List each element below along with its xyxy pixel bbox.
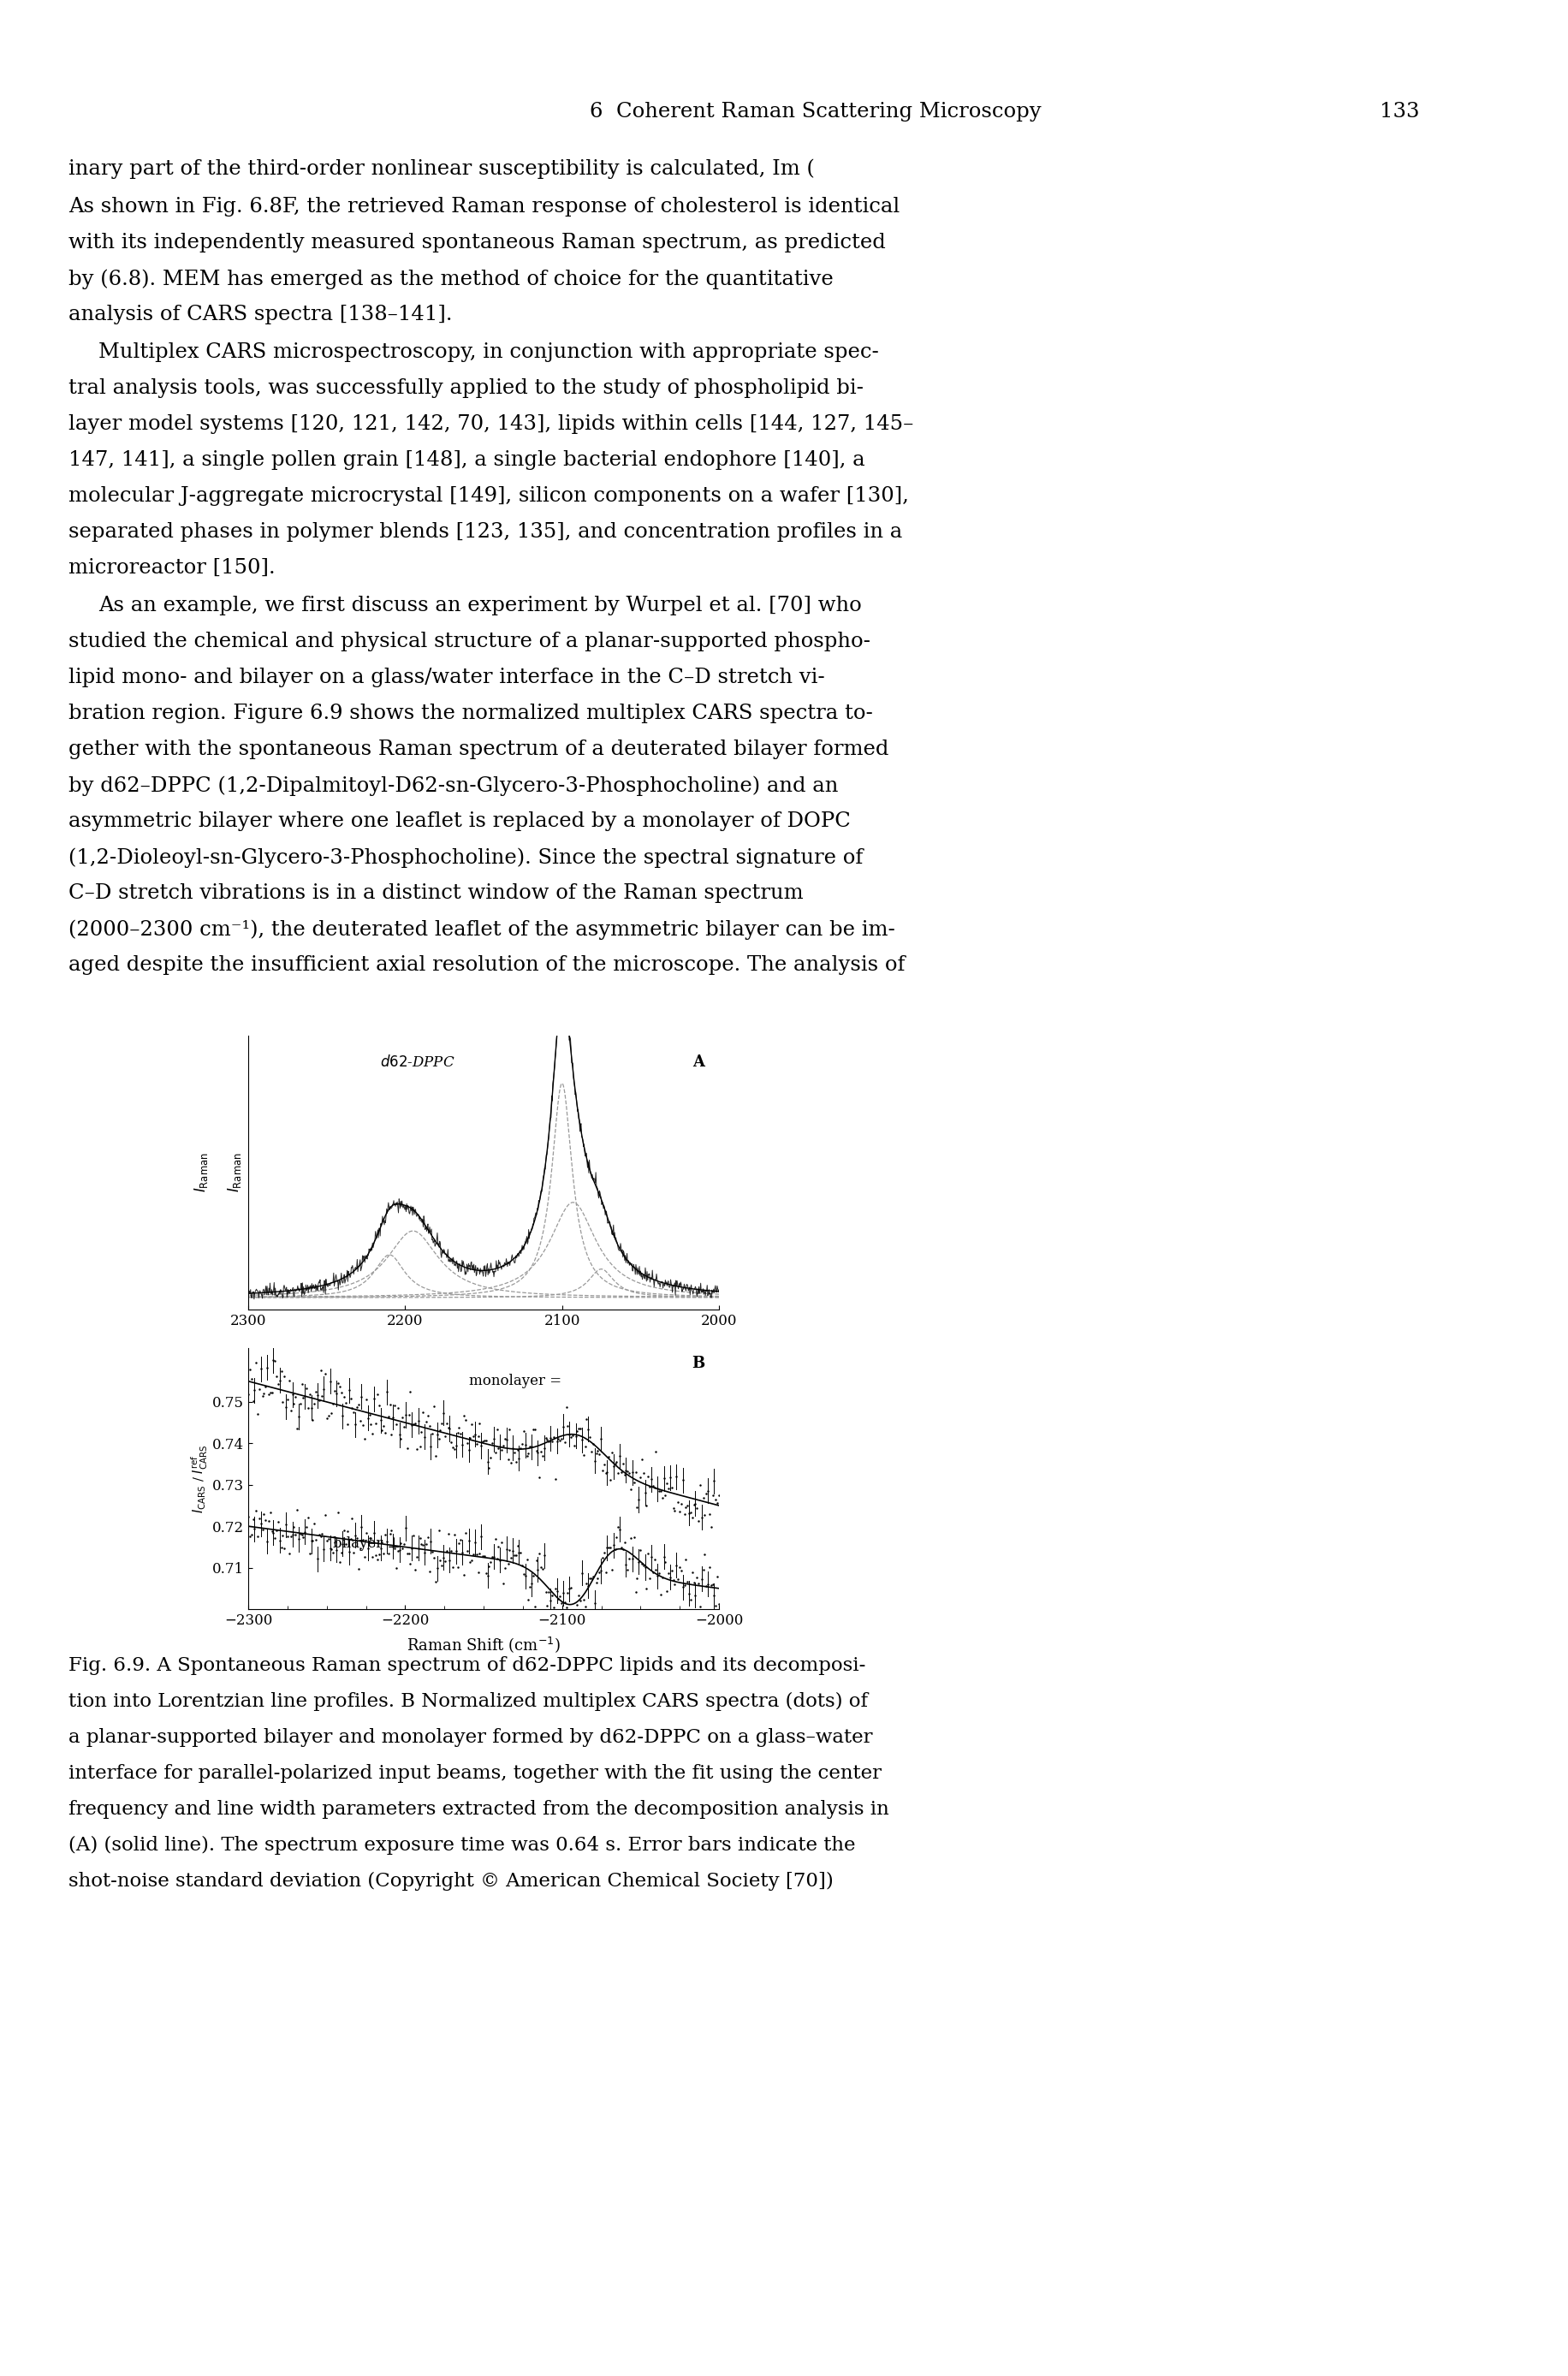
Text: by (6.8). MEM has emerged as the method of choice for the quantitative: by (6.8). MEM has emerged as the method … xyxy=(69,268,834,290)
Text: studied the chemical and physical structure of a planar-supported phospho-: studied the chemical and physical struct… xyxy=(69,632,870,651)
Text: (1,2-Dioleoyl-sn-Glycero-3-Phosphocholine). Since the spectral signature of: (1,2-Dioleoyl-sn-Glycero-3-Phosphocholin… xyxy=(69,848,862,867)
Text: microreactor [150].: microreactor [150]. xyxy=(69,558,276,577)
Text: (A) (solid line). The spectrum exposure time was 0.64 s. Error bars indicate the: (A) (solid line). The spectrum exposure … xyxy=(69,1837,856,1856)
Text: Multiplex CARS microspectroscopy, in conjunction with appropriate spec-: Multiplex CARS microspectroscopy, in con… xyxy=(99,342,880,361)
Text: $d62$-DPPC: $d62$-DPPC xyxy=(379,1055,455,1069)
Text: 147, 141], a single pollen grain [148], a single bacterial endophore [140], a: 147, 141], a single pollen grain [148], … xyxy=(69,449,866,470)
Text: B: B xyxy=(691,1357,706,1371)
Text: inary part of the third-order nonlinear susceptibility is calculated, Im (: inary part of the third-order nonlinear … xyxy=(69,159,815,178)
Text: tion into Lorentzian line profiles. B Normalized multiplex CARS spectra (dots) o: tion into Lorentzian line profiles. B No… xyxy=(69,1692,867,1711)
Y-axis label: $I_\mathrm{Raman}$: $I_\mathrm{Raman}$ xyxy=(226,1152,243,1193)
Text: separated phases in polymer blends [123, 135], and concentration profiles in a: separated phases in polymer blends [123,… xyxy=(69,523,902,542)
Text: A: A xyxy=(693,1055,706,1069)
Text: bration region. Figure 6.9 shows the normalized multiplex CARS spectra to-: bration region. Figure 6.9 shows the nor… xyxy=(69,703,873,722)
Text: C–D stretch vibrations is in a distinct window of the Raman spectrum: C–D stretch vibrations is in a distinct … xyxy=(69,884,803,903)
Text: by d62–DPPC (1,2-Dipalmitoyl-D62-sn-Glycero-3-Phosphocholine) and an: by d62–DPPC (1,2-Dipalmitoyl-D62-sn-Glyc… xyxy=(69,775,839,796)
Text: aged despite the insufficient axial resolution of the microscope. The analysis o: aged despite the insufficient axial reso… xyxy=(69,955,905,974)
Text: Fig. 6.9. A Spontaneous Raman spectrum of d62-DPPC lipids and its decomposi-: Fig. 6.9. A Spontaneous Raman spectrum o… xyxy=(69,1656,866,1675)
Text: a planar-supported bilayer and monolayer formed by d62-DPPC on a glass–water: a planar-supported bilayer and monolayer… xyxy=(69,1727,872,1746)
X-axis label: Raman Shift (cm$^{-1}$): Raman Shift (cm$^{-1}$) xyxy=(406,1635,560,1654)
Text: $I_\mathrm{Raman}$: $I_\mathrm{Raman}$ xyxy=(193,1152,210,1193)
Text: frequency and line width parameters extracted from the decomposition analysis in: frequency and line width parameters extr… xyxy=(69,1801,889,1818)
Text: shot-noise standard deviation (Copyright © American Chemical Society [70]): shot-noise standard deviation (Copyright… xyxy=(69,1872,834,1891)
Text: lipid mono- and bilayer on a glass/water interface in the C–D stretch vi-: lipid mono- and bilayer on a glass/water… xyxy=(69,668,825,687)
Text: layer model systems [120, 121, 142, 70, 143], lipids within cells [144, 127, 145: layer model systems [120, 121, 142, 70, … xyxy=(69,413,914,435)
Y-axis label: $I_\mathrm{CARS}$ / $I^\mathrm{ref}_\mathrm{CARS}$: $I_\mathrm{CARS}$ / $I^\mathrm{ref}_\mat… xyxy=(190,1445,210,1514)
Text: with its independently measured spontaneous Raman spectrum, as predicted: with its independently measured spontane… xyxy=(69,233,886,252)
Text: molecular J-aggregate microcrystal [149], silicon components on a wafer [130],: molecular J-aggregate microcrystal [149]… xyxy=(69,487,909,506)
Text: monolayer =: monolayer = xyxy=(469,1373,561,1388)
Text: 133: 133 xyxy=(1380,102,1419,121)
Text: interface for parallel-polarized input beams, together with the fit using the ce: interface for parallel-polarized input b… xyxy=(69,1763,881,1782)
Text: As an example, we first discuss an experiment by Wurpel et al. [70] who: As an example, we first discuss an exper… xyxy=(99,596,862,615)
Text: tral analysis tools, was successfully applied to the study of phospholipid bi-: tral analysis tools, was successfully ap… xyxy=(69,378,864,399)
Text: asymmetric bilayer where one leaflet is replaced by a monolayer of DOPC: asymmetric bilayer where one leaflet is … xyxy=(69,810,851,832)
Text: 6  Coherent Raman Scattering Microscopy: 6 Coherent Raman Scattering Microscopy xyxy=(590,102,1041,121)
Text: analysis of CARS spectra [138–141].: analysis of CARS spectra [138–141]. xyxy=(69,304,452,326)
Text: gether with the spontaneous Raman spectrum of a deuterated bilayer formed: gether with the spontaneous Raman spectr… xyxy=(69,739,889,760)
Text: bilayer ⊥: bilayer ⊥ xyxy=(332,1535,401,1552)
Text: (2000–2300 cm⁻¹), the deuterated leaflet of the asymmetric bilayer can be im-: (2000–2300 cm⁻¹), the deuterated leaflet… xyxy=(69,920,895,939)
Text: As shown in Fig. 6.8F, the retrieved Raman response of cholesterol is identical: As shown in Fig. 6.8F, the retrieved Ram… xyxy=(69,197,900,216)
